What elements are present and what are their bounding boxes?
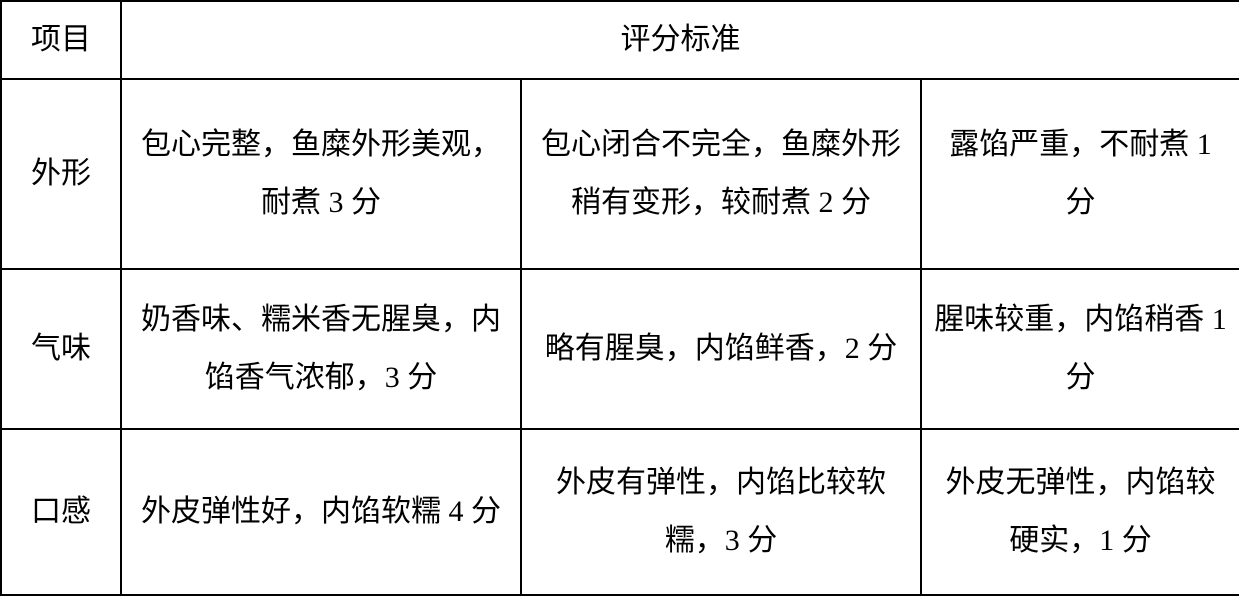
table-row: 口感 外皮弹性好，内馅软糯 4 分 外皮有弹性，内馅比较软糯，3 分 外皮无弹性… — [1, 429, 1239, 595]
cell-score-1: 腥味较重，内馅稍香 1 分 — [921, 269, 1239, 429]
table-row: 气味 奶香味、糯米香无腥臭，内馅香气浓郁，3 分 略有腥臭，内馅鲜香，2 分 腥… — [1, 269, 1239, 429]
cell-score-1: 露馅严重，不耐煮 1 分 — [921, 79, 1239, 269]
cell-score-1: 外皮无弹性，内馅较硬实，1 分 — [921, 429, 1239, 595]
table-header-row: 项目 评分标准 — [1, 1, 1239, 79]
row-name: 口感 — [1, 429, 121, 595]
cell-score-3: 奶香味、糯米香无腥臭，内馅香气浓郁，3 分 — [121, 269, 521, 429]
header-item: 项目 — [1, 1, 121, 79]
cell-score-2: 包心闭合不完全，鱼糜外形稍有变形，较耐煮 2 分 — [521, 79, 921, 269]
cell-score-4: 外皮弹性好，内馅软糯 4 分 — [121, 429, 521, 595]
cell-score-3: 外皮有弹性，内馅比较软糯，3 分 — [521, 429, 921, 595]
header-criteria: 评分标准 — [121, 1, 1239, 79]
page-root: 项目 评分标准 外形 包心完整，鱼糜外形美观，耐煮 3 分 包心闭合不完全，鱼糜… — [0, 0, 1239, 594]
cell-score-3: 包心完整，鱼糜外形美观，耐煮 3 分 — [121, 79, 521, 269]
row-name: 气味 — [1, 269, 121, 429]
row-name: 外形 — [1, 79, 121, 269]
table-row: 外形 包心完整，鱼糜外形美观，耐煮 3 分 包心闭合不完全，鱼糜外形稍有变形，较… — [1, 79, 1239, 269]
cell-score-2: 略有腥臭，内馅鲜香，2 分 — [521, 269, 921, 429]
scoring-table: 项目 评分标准 外形 包心完整，鱼糜外形美观，耐煮 3 分 包心闭合不完全，鱼糜… — [0, 0, 1239, 596]
